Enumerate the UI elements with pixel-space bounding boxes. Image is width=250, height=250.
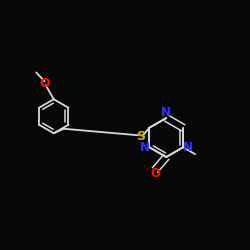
Text: N: N xyxy=(183,141,193,154)
Text: N: N xyxy=(140,141,150,154)
Text: S: S xyxy=(136,130,145,142)
Text: N: N xyxy=(161,106,171,120)
Text: O: O xyxy=(150,167,160,180)
Text: O: O xyxy=(39,77,50,90)
